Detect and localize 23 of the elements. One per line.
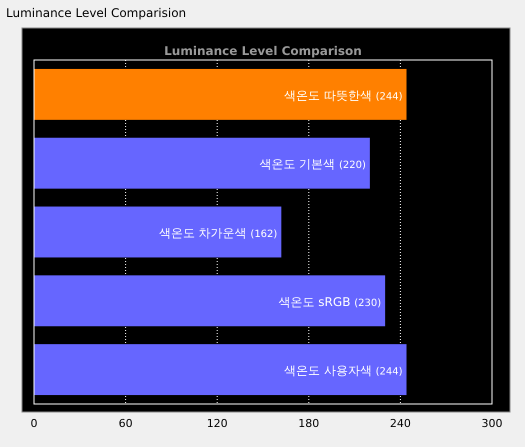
x-tick-label: 180 [298, 417, 320, 430]
x-tick-label: 120 [206, 417, 228, 430]
y-tick-label: 색온도 차가운색 [158, 226, 250, 240]
data-label: (220) [338, 160, 366, 172]
y-tick-label: 색온도 따뜻한색 [284, 88, 376, 102]
data-label: (230) [354, 298, 382, 309]
chart-subtitle: Luminance Level Comparison [164, 44, 362, 58]
chart-title: Luminance Level Comparision [6, 6, 186, 20]
bar [34, 275, 386, 326]
x-tick-label: 300 [482, 417, 502, 430]
x-tick-label: 0 [30, 417, 38, 430]
bar [34, 206, 282, 258]
y-tick-label: 색온도 sRGB [278, 294, 354, 309]
y-tick-label: 색온도 사용자색 [284, 364, 376, 378]
x-tick-label: 240 [390, 417, 411, 430]
data-label: (244) [376, 366, 403, 378]
y-tick-label: 색온도 기본색 [259, 157, 339, 172]
data-label: (244) [376, 91, 403, 102]
bar [34, 138, 370, 189]
data-label: (162) [250, 229, 278, 240]
x-tick-label: 60 [118, 417, 133, 430]
bar [34, 68, 407, 120]
bar [34, 344, 407, 396]
